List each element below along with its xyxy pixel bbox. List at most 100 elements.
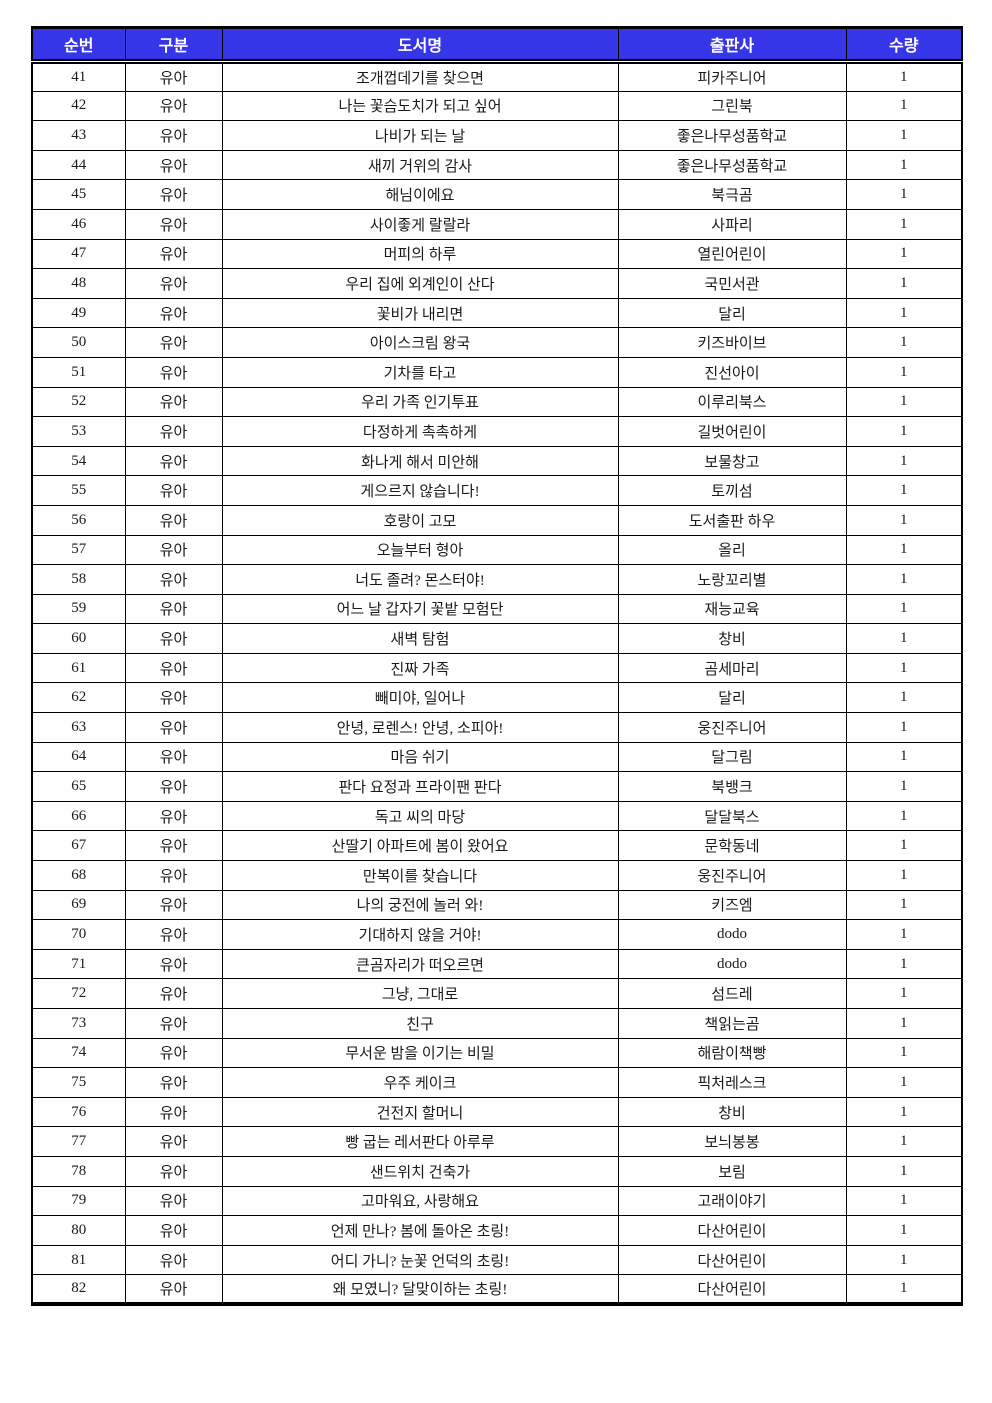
cell-publisher: dodo: [617, 919, 847, 950]
cell-quantity: 1: [845, 386, 963, 418]
table-row: 44 유아 새끼 거위의 감사 좋은나무성품학교 1: [31, 149, 963, 181]
cell-category: 유아: [124, 771, 223, 802]
cell-category: 유아: [124, 1037, 223, 1069]
table-row: 51 유아 기차를 타고 진선아이 1: [31, 356, 963, 388]
cell-number: 80: [31, 1215, 126, 1246]
cell-category: 유아: [124, 1244, 223, 1276]
header-cell-quantity: 수량: [845, 27, 963, 64]
cell-publisher: 웅진주니어: [617, 860, 847, 891]
cell-title: 샌드위치 건축가: [221, 1155, 619, 1187]
cell-title: 우주 케이크: [221, 1067, 619, 1098]
cell-publisher: 키즈엠: [617, 889, 847, 921]
cell-number: 76: [31, 1096, 126, 1128]
cell-quantity: 1: [845, 504, 963, 536]
cell-category: 유아: [124, 386, 223, 418]
table-row: 42 유아 나는 꽃슴도치가 되고 싶어 그린북 1: [31, 90, 963, 122]
cell-category: 유아: [124, 475, 223, 506]
cell-title: 언제 만나? 봄에 돌아온 초링!: [221, 1215, 619, 1246]
cell-title: 오늘부터 형아: [221, 534, 619, 566]
cell-quantity: 1: [845, 208, 963, 240]
cell-title: 화나게 해서 미안해: [221, 445, 619, 477]
cell-quantity: 1: [845, 1067, 963, 1098]
table-body: 41 유아 조개껍데기를 찾으면 피카주니어 1 42 유아 나는 꽃슴도치가 …: [31, 61, 963, 1305]
cell-quantity: 1: [845, 889, 963, 921]
cell-quantity: 1: [845, 682, 963, 714]
table-row: 62 유아 빼미야, 일어나 달리 1: [31, 682, 963, 714]
cell-quantity: 1: [845, 179, 963, 210]
cell-publisher: 그린북: [617, 90, 847, 122]
cell-category: 유아: [124, 1096, 223, 1128]
cell-publisher: 창비: [617, 623, 847, 654]
cell-number: 73: [31, 1008, 126, 1039]
cell-publisher: 창비: [617, 1096, 847, 1128]
cell-quantity: 1: [845, 1185, 963, 1217]
cell-category: 유아: [124, 179, 223, 210]
cell-publisher: 달리: [617, 682, 847, 714]
cell-publisher: 북극곰: [617, 179, 847, 210]
cell-title: 건전지 할머니: [221, 1096, 619, 1128]
cell-title: 빵 굽는 레서판다 아루루: [221, 1126, 619, 1157]
table-row: 47 유아 머피의 하루 열린어린이 1: [31, 238, 963, 270]
header-cell-number: 순번: [31, 27, 126, 64]
cell-number: 42: [31, 90, 126, 122]
table-row: 45 유아 해님이에요 북극곰 1: [31, 179, 963, 210]
cell-category: 유아: [124, 682, 223, 714]
table-row: 41 유아 조개껍데기를 찾으면 피카주니어 1: [31, 61, 963, 92]
table-row: 48 유아 우리 집에 외계인이 산다 국민서관 1: [31, 268, 963, 299]
cell-category: 유아: [124, 712, 223, 743]
cell-category: 유아: [124, 61, 223, 92]
cell-title: 진짜 가족: [221, 652, 619, 684]
table-row: 71 유아 큰곰자리가 떠오르면 dodo 1: [31, 948, 963, 980]
cell-title: 우리 집에 외계인이 산다: [221, 268, 619, 299]
table-row: 59 유아 어느 날 갑자기 꽃밭 모험단 재능교육 1: [31, 593, 963, 625]
cell-publisher: 북뱅크: [617, 771, 847, 802]
table-row: 55 유아 게으르지 않습니다! 토끼섬 1: [31, 475, 963, 506]
cell-publisher: 고래이야기: [617, 1185, 847, 1217]
cell-number: 58: [31, 564, 126, 595]
cell-number: 68: [31, 860, 126, 891]
cell-category: 유아: [124, 1215, 223, 1246]
cell-title: 판다 요정과 프라이팬 판다: [221, 771, 619, 802]
cell-quantity: 1: [845, 327, 963, 358]
cell-title: 너도 졸려? 몬스터야!: [221, 564, 619, 595]
cell-number: 69: [31, 889, 126, 921]
cell-publisher: 열린어린이: [617, 238, 847, 270]
cell-publisher: 토끼섬: [617, 475, 847, 506]
table-row: 76 유아 건전지 할머니 창비 1: [31, 1096, 963, 1128]
cell-quantity: 1: [845, 1274, 963, 1305]
header-row: 순번 구분 도서명 출판사 수량: [31, 27, 963, 64]
table-row: 73 유아 친구 책읽는곰 1: [31, 1008, 963, 1039]
cell-title: 게으르지 않습니다!: [221, 475, 619, 506]
cell-number: 45: [31, 179, 126, 210]
cell-publisher: 곰세마리: [617, 652, 847, 684]
cell-number: 78: [31, 1155, 126, 1187]
cell-title: 나의 궁전에 놀러 와!: [221, 889, 619, 921]
cell-category: 유아: [124, 208, 223, 240]
cell-category: 유아: [124, 800, 223, 832]
cell-title: 만복이를 찾습니다: [221, 860, 619, 891]
table-row: 67 유아 산딸기 아파트에 봄이 왔어요 문학동네 1: [31, 830, 963, 862]
table-row: 80 유아 언제 만나? 봄에 돌아온 초링! 다산어린이 1: [31, 1215, 963, 1246]
cell-quantity: 1: [845, 238, 963, 270]
cell-number: 61: [31, 652, 126, 684]
cell-quantity: 1: [845, 564, 963, 595]
cell-number: 77: [31, 1126, 126, 1157]
cell-title: 마음 쉬기: [221, 741, 619, 773]
cell-category: 유아: [124, 416, 223, 447]
cell-category: 유아: [124, 149, 223, 181]
table-row: 78 유아 샌드위치 건축가 보림 1: [31, 1155, 963, 1187]
cell-title: 빼미야, 일어나: [221, 682, 619, 714]
cell-quantity: 1: [845, 978, 963, 1009]
cell-number: 60: [31, 623, 126, 654]
cell-quantity: 1: [845, 712, 963, 743]
cell-publisher: 다산어린이: [617, 1215, 847, 1246]
cell-publisher: 달리: [617, 297, 847, 329]
table-row: 46 유아 사이좋게 랄랄라 사파리 1: [31, 208, 963, 240]
cell-quantity: 1: [845, 416, 963, 447]
cell-number: 51: [31, 356, 126, 388]
cell-number: 41: [31, 61, 126, 92]
table-row: 54 유아 화나게 해서 미안해 보물창고 1: [31, 445, 963, 477]
cell-publisher: 키즈바이브: [617, 327, 847, 358]
cell-quantity: 1: [845, 830, 963, 862]
cell-title: 무서운 밤을 이기는 비밀: [221, 1037, 619, 1069]
